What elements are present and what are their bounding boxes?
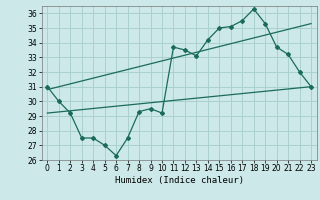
X-axis label: Humidex (Indice chaleur): Humidex (Indice chaleur) xyxy=(115,176,244,185)
